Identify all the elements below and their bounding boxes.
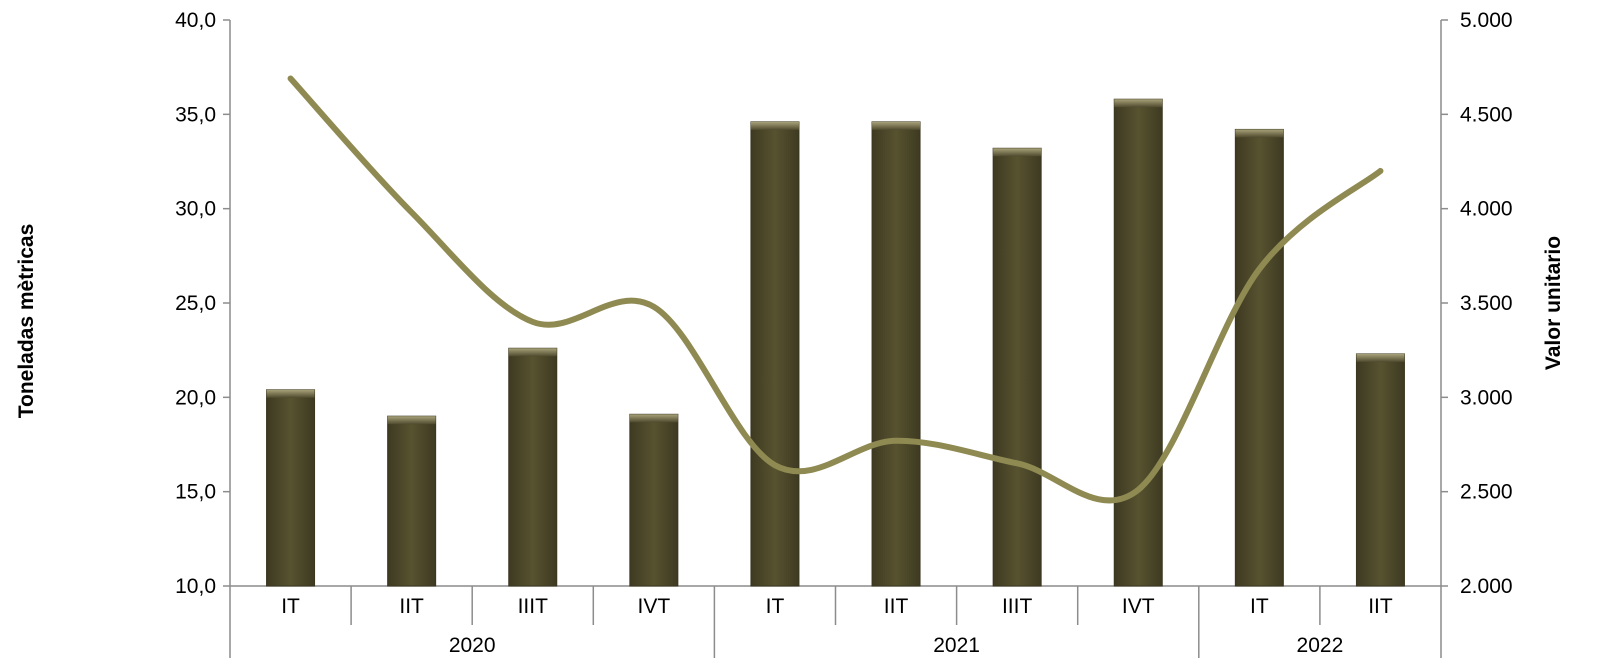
year-label: 2021: [933, 634, 980, 657]
y2-tick-label: 4.000: [1460, 198, 1513, 221]
x-tick-label: IIT: [399, 595, 424, 618]
bar-body: [992, 147, 1042, 587]
bar: [266, 389, 316, 587]
y-tick-label: 35,0: [175, 103, 216, 126]
bar-cap: [1356, 353, 1405, 362]
y-tick-label: 25,0: [175, 292, 216, 315]
y-tick-label: 20,0: [175, 386, 216, 409]
value-line: [287, 75, 1384, 504]
line-series: [287, 75, 1384, 504]
bar-cap: [993, 148, 1042, 157]
x-tick-label: IVT: [1122, 595, 1155, 618]
bar-body: [508, 347, 558, 587]
bar: [1113, 98, 1163, 587]
bar-cap: [750, 121, 799, 130]
x-tick-label: IIT: [1368, 595, 1393, 618]
year-label: 2022: [1297, 634, 1344, 657]
y2-tick-label: 5.000: [1460, 9, 1513, 32]
x-tick-label: IT: [1250, 595, 1269, 618]
bar: [871, 121, 921, 587]
year-label: 2020: [449, 634, 496, 657]
bar: [992, 147, 1042, 587]
bar-body: [1113, 98, 1163, 587]
y2-tick-label: 2.000: [1460, 575, 1513, 598]
y2-tick-label: 3.500: [1460, 292, 1513, 315]
y-tick-label: 40,0: [175, 9, 216, 32]
x-tick-label: IVT: [638, 595, 671, 618]
tick-labels: 10,0 15,0 20,0 25,0 30,0 35,0 40,0 2.000 2.500 3.…: [175, 9, 1512, 657]
y-axis-title: Toneladas mètricas: [15, 224, 38, 419]
bar-body: [629, 413, 679, 587]
bar-body: [266, 389, 316, 587]
bar: [750, 121, 800, 587]
bar-cap: [266, 389, 315, 398]
bar-body: [1355, 353, 1405, 587]
bar: [629, 413, 679, 587]
bar: [387, 415, 437, 587]
bar-cap: [1235, 129, 1284, 138]
bar-cap: [872, 121, 921, 130]
bar: [1355, 353, 1405, 587]
bar-body: [387, 415, 437, 587]
bar: [1234, 128, 1284, 587]
y-tick-label: 15,0: [175, 481, 216, 504]
x-tick-label: IIIT: [518, 595, 549, 618]
y2-tick-label: 2.500: [1460, 481, 1513, 504]
bar-cap: [387, 416, 436, 425]
x-tick-label: IT: [766, 595, 785, 618]
bar-body: [750, 121, 800, 587]
x-tick-label: IIT: [884, 595, 909, 618]
x-tick-label: IT: [281, 595, 300, 618]
x-tick-label: IIIT: [1002, 595, 1033, 618]
y2-axis-title: Valor unitario: [1542, 236, 1565, 370]
y2-tick-label: 4.500: [1460, 103, 1513, 126]
bar-body: [871, 121, 921, 587]
bar-body: [1234, 128, 1284, 587]
bar-cap: [629, 414, 678, 423]
bar-cap: [1114, 99, 1163, 108]
y-tick-label: 10,0: [175, 575, 216, 598]
bar-cap: [508, 348, 557, 357]
bar: [508, 347, 558, 587]
y-tick-label: 30,0: [175, 198, 216, 221]
y2-tick-label: 3.000: [1460, 386, 1513, 409]
bar-series: [266, 98, 1405, 587]
